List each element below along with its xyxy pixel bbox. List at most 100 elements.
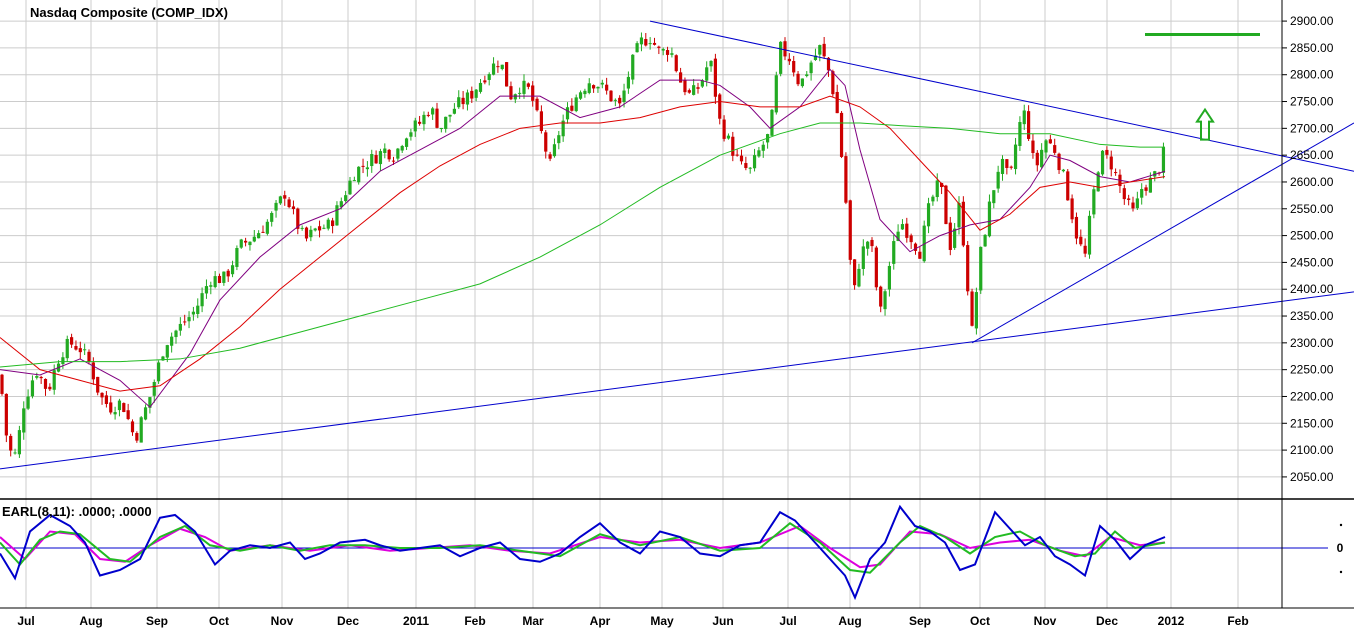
- candle-body-702: [700, 80, 704, 87]
- candle-body-1024: [1022, 110, 1026, 125]
- candle-body-67: [65, 338, 69, 359]
- candle-body-328: [326, 219, 330, 229]
- candle-body-1133: [1131, 202, 1135, 209]
- candle-body-1098: [1096, 172, 1100, 192]
- candle-body-715: [713, 58, 717, 97]
- candle-body-1063: [1061, 169, 1065, 172]
- candle-body-541: [539, 111, 543, 131]
- x-tick-label-19: Feb: [1227, 614, 1248, 628]
- candle-body-298: [296, 208, 300, 229]
- candle-body-494: [491, 63, 496, 75]
- candle-body-111: [109, 402, 113, 413]
- moving-average-2: [0, 122, 1165, 368]
- y-tick-label-8: 2450.00: [1290, 255, 1334, 269]
- candle-body-1016: [1013, 144, 1018, 170]
- candle-body-2: [0, 374, 4, 394]
- x-tick-label-15: Oct: [970, 614, 990, 628]
- candle-body-441: [439, 127, 443, 130]
- candle-body-37: [35, 376, 39, 378]
- candle-body-746: [744, 163, 748, 169]
- candle-body-289: [287, 199, 291, 208]
- candle-body-585: [583, 90, 587, 95]
- candle-body-698: [696, 87, 700, 89]
- candle-body-132: [130, 421, 135, 433]
- candle-body-963: [961, 201, 965, 246]
- candle-body-146: [143, 407, 148, 420]
- osc-zero-label: 0: [1337, 541, 1344, 555]
- candle-body-219: [217, 275, 222, 283]
- y-tick-label-1: 2100.00: [1290, 443, 1334, 457]
- y-tick-label-2: 2150.00: [1290, 416, 1334, 430]
- candle-body-785: [783, 41, 787, 57]
- candle-body-1033: [1031, 140, 1035, 154]
- candle-body-589: [587, 83, 591, 93]
- y-tick-label-5: 2300.00: [1290, 336, 1334, 350]
- candle-body-85: [83, 349, 87, 351]
- candle-body-224: [222, 271, 226, 283]
- candle-body-985: [983, 234, 987, 247]
- candle-body-359: [357, 166, 361, 183]
- candle-body-206: [204, 286, 209, 294]
- candle-body-6: [4, 393, 8, 436]
- candle-body-228: [226, 270, 230, 277]
- candle-body-728: [726, 135, 731, 139]
- candle-body-694: [692, 85, 696, 95]
- candle-body-93: [91, 362, 95, 380]
- candle-body-389: [387, 149, 391, 160]
- x-tick-label-2: Sep: [146, 614, 168, 628]
- candle-body-750: [748, 167, 752, 169]
- candle-body-829: [826, 57, 831, 71]
- candle-body-380: [378, 151, 383, 165]
- candle-body-989: [987, 201, 992, 237]
- candle-body-394: [391, 160, 396, 162]
- candle-body-711: [709, 60, 713, 67]
- candle-body-1059: [1057, 153, 1061, 171]
- candle-body-159: [157, 362, 161, 382]
- candle-body-1103: [1100, 150, 1105, 175]
- candle-body-459: [457, 97, 461, 108]
- moving-average-0: [0, 68, 1166, 408]
- candle-body-198: [196, 305, 200, 314]
- candle-body-911: [909, 235, 913, 243]
- candle-body-655: [652, 42, 657, 45]
- osc-series-2: [0, 504, 1166, 601]
- candle-body-420: [418, 121, 422, 124]
- x-tick-label-5: Dec: [337, 614, 359, 628]
- candle-body-981: [979, 246, 983, 291]
- candle-body-1142: [1140, 188, 1144, 198]
- candle-body-815: [813, 55, 818, 61]
- candle-body-550: [548, 154, 552, 159]
- candle-body-324: [322, 227, 326, 229]
- candle-body-763: [761, 144, 765, 151]
- candle-body-411: [409, 132, 413, 137]
- candle-body-611: [609, 90, 613, 102]
- candle-body-72: [70, 337, 74, 345]
- candle-body-502: [500, 64, 504, 70]
- candle-body-11: [9, 435, 13, 451]
- candle-body-119: [117, 400, 122, 411]
- candle-body-485: [483, 80, 487, 83]
- candle-body-1155: [1153, 171, 1157, 177]
- x-tick-label-6: 2011: [403, 614, 429, 628]
- candle-body-598: [596, 86, 600, 89]
- candle-body-189: [187, 317, 191, 322]
- candle-body-41: [39, 376, 43, 379]
- candle-body-572: [570, 105, 574, 111]
- candle-body-802: [800, 78, 804, 87]
- candle-body-1007: [1005, 159, 1009, 168]
- candle-body-811: [809, 62, 813, 74]
- candle-body-563: [561, 120, 565, 137]
- candlesticks: [0, 32, 1166, 458]
- candle-body-1094: [1092, 189, 1096, 215]
- candle-body-641: [639, 37, 644, 45]
- candle-body-546: [544, 132, 548, 152]
- candle-body-89: [87, 351, 91, 362]
- y-tick-label-17: 2900.00: [1290, 14, 1334, 28]
- candle-body-976: [974, 292, 978, 329]
- grid-lines: [0, 0, 1282, 608]
- candle-body-898: [896, 231, 900, 242]
- candle-body-267: [265, 221, 269, 234]
- candle-body-372: [370, 154, 374, 167]
- candle-body-185: [183, 321, 187, 323]
- candle-body-350: [348, 180, 352, 195]
